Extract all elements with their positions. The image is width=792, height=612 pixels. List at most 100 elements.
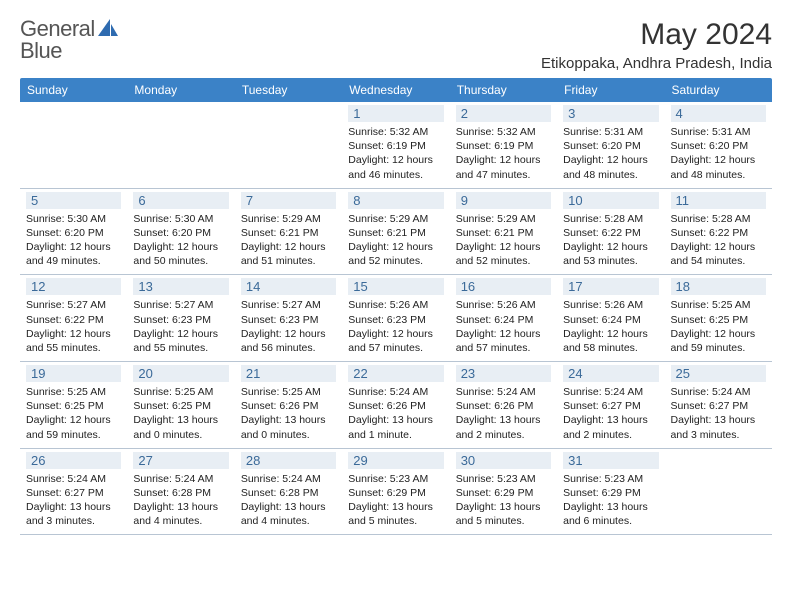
calendar-cell: 20 Sunrise: 5:25 AMSunset: 6:25 PMDayligh… [127, 362, 234, 449]
day-details: Sunrise: 5:30 AMSunset: 6:20 PMDaylight:… [133, 212, 228, 269]
brand-logo: General Blue [20, 18, 119, 62]
day-number: 29 [348, 452, 443, 469]
calendar-row: 1 Sunrise: 5:32 AMSunset: 6:19 PMDaylight… [20, 102, 772, 188]
brand-sail-icon [97, 18, 119, 38]
calendar-cell: 6 Sunrise: 5:30 AMSunset: 6:20 PMDaylight… [127, 188, 234, 275]
day-number: 15 [348, 278, 443, 295]
day-details: Sunrise: 5:24 AMSunset: 6:27 PMDaylight:… [671, 385, 766, 442]
calendar-row: 19 Sunrise: 5:25 AMSunset: 6:25 PMDayligh… [20, 362, 772, 449]
day-details: Sunrise: 5:23 AMSunset: 6:29 PMDaylight:… [348, 472, 443, 529]
col-saturday: Saturday [665, 78, 772, 102]
day-details: Sunrise: 5:24 AMSunset: 6:27 PMDaylight:… [563, 385, 658, 442]
calendar-cell: 19 Sunrise: 5:25 AMSunset: 6:25 PMDayligh… [20, 362, 127, 449]
calendar-cell [235, 102, 342, 188]
day-number: 6 [133, 192, 228, 209]
calendar-cell: 8 Sunrise: 5:29 AMSunset: 6:21 PMDaylight… [342, 188, 449, 275]
day-details: Sunrise: 5:24 AMSunset: 6:27 PMDaylight:… [26, 472, 121, 529]
day-number: 18 [671, 278, 766, 295]
day-details: Sunrise: 5:29 AMSunset: 6:21 PMDaylight:… [348, 212, 443, 269]
day-details: Sunrise: 5:29 AMSunset: 6:21 PMDaylight:… [456, 212, 551, 269]
calendar-cell: 30Sunrise: 5:23 AMSunset: 6:29 PMDayligh… [450, 448, 557, 535]
day-details: Sunrise: 5:27 AMSunset: 6:23 PMDaylight:… [241, 298, 336, 355]
day-details: Sunrise: 5:24 AMSunset: 6:26 PMDaylight:… [456, 385, 551, 442]
day-number: 22 [348, 365, 443, 382]
day-number: 5 [26, 192, 121, 209]
day-details: Sunrise: 5:26 AMSunset: 6:23 PMDaylight:… [348, 298, 443, 355]
calendar-cell [20, 102, 127, 188]
col-monday: Monday [127, 78, 234, 102]
day-number: 1 [348, 105, 443, 122]
calendar-cell: 31Sunrise: 5:23 AMSunset: 6:29 PMDayligh… [557, 448, 664, 535]
calendar-cell: 9 Sunrise: 5:29 AMSunset: 6:21 PMDaylight… [450, 188, 557, 275]
day-details: Sunrise: 5:25 AMSunset: 6:25 PMDaylight:… [26, 385, 121, 442]
day-details: Sunrise: 5:27 AMSunset: 6:22 PMDaylight:… [26, 298, 121, 355]
day-details: Sunrise: 5:30 AMSunset: 6:20 PMDaylight:… [26, 212, 121, 269]
calendar-cell: 27 Sunrise: 5:24 AMSunset: 6:28 PMDayligh… [127, 448, 234, 535]
calendar-cell: 12Sunrise: 5:27 AMSunset: 6:22 PMDayligh… [20, 275, 127, 362]
calendar-cell: 21 Sunrise: 5:25 AMSunset: 6:26 PMDayligh… [235, 362, 342, 449]
col-sunday: Sunday [20, 78, 127, 102]
day-details: Sunrise: 5:25 AMSunset: 6:26 PMDaylight:… [241, 385, 336, 442]
day-details: Sunrise: 5:29 AMSunset: 6:21 PMDaylight:… [241, 212, 336, 269]
calendar-cell: 15 Sunrise: 5:26 AMSunset: 6:23 PMDayligh… [342, 275, 449, 362]
day-details: Sunrise: 5:32 AMSunset: 6:19 PMDaylight:… [456, 125, 551, 182]
calendar-cell: 16 Sunrise: 5:26 AMSunset: 6:24 PMDayligh… [450, 275, 557, 362]
calendar-cell [665, 448, 772, 535]
day-number: 28 [241, 452, 336, 469]
day-details: Sunrise: 5:26 AMSunset: 6:24 PMDaylight:… [563, 298, 658, 355]
day-number: 19 [26, 365, 121, 382]
calendar-body: 1 Sunrise: 5:32 AMSunset: 6:19 PMDaylight… [20, 102, 772, 535]
brand-name-2: Blue [20, 38, 62, 63]
day-details: Sunrise: 5:24 AMSunset: 6:28 PMDaylight:… [133, 472, 228, 529]
col-thursday: Thursday [450, 78, 557, 102]
calendar-row: 5 Sunrise: 5:30 AMSunset: 6:20 PMDaylight… [20, 188, 772, 275]
calendar-cell: 14 Sunrise: 5:27 AMSunset: 6:23 PMDayligh… [235, 275, 342, 362]
day-number: 14 [241, 278, 336, 295]
day-number: 23 [456, 365, 551, 382]
calendar-row: 12Sunrise: 5:27 AMSunset: 6:22 PMDayligh… [20, 275, 772, 362]
calendar-cell: 17 Sunrise: 5:26 AMSunset: 6:24 PMDayligh… [557, 275, 664, 362]
calendar-cell: 7 Sunrise: 5:29 AMSunset: 6:21 PMDaylight… [235, 188, 342, 275]
day-number: 27 [133, 452, 228, 469]
day-number: 24 [563, 365, 658, 382]
calendar-table: Sunday Monday Tuesday Wednesday Thursday… [20, 78, 772, 535]
location-text: Etikoppaka, Andhra Pradesh, India [541, 55, 772, 72]
calendar-cell: 23 Sunrise: 5:24 AMSunset: 6:26 PMDayligh… [450, 362, 557, 449]
day-details: Sunrise: 5:32 AMSunset: 6:19 PMDaylight:… [348, 125, 443, 182]
day-number: 21 [241, 365, 336, 382]
calendar-cell: 26Sunrise: 5:24 AMSunset: 6:27 PMDayligh… [20, 448, 127, 535]
calendar-cell: 3Sunrise: 5:31 AMSunset: 6:20 PMDaylight… [557, 102, 664, 188]
day-details: Sunrise: 5:26 AMSunset: 6:24 PMDaylight:… [456, 298, 551, 355]
calendar-row: 26Sunrise: 5:24 AMSunset: 6:27 PMDayligh… [20, 448, 772, 535]
day-details: Sunrise: 5:24 AMSunset: 6:28 PMDaylight:… [241, 472, 336, 529]
day-details: Sunrise: 5:27 AMSunset: 6:23 PMDaylight:… [133, 298, 228, 355]
day-number: 20 [133, 365, 228, 382]
col-tuesday: Tuesday [235, 78, 342, 102]
day-number: 8 [348, 192, 443, 209]
day-number: 17 [563, 278, 658, 295]
day-number: 13 [133, 278, 228, 295]
calendar-cell: 5 Sunrise: 5:30 AMSunset: 6:20 PMDaylight… [20, 188, 127, 275]
calendar-cell: 29 Sunrise: 5:23 AMSunset: 6:29 PMDayligh… [342, 448, 449, 535]
day-number: 4 [671, 105, 766, 122]
day-details: Sunrise: 5:25 AMSunset: 6:25 PMDaylight:… [671, 298, 766, 355]
calendar-cell: 13 Sunrise: 5:27 AMSunset: 6:23 PMDayligh… [127, 275, 234, 362]
col-friday: Friday [557, 78, 664, 102]
day-header-row: Sunday Monday Tuesday Wednesday Thursday… [20, 78, 772, 102]
day-number: 2 [456, 105, 551, 122]
day-number: 31 [563, 452, 658, 469]
header: General Blue May 2024 Etikoppaka, Andhra… [20, 18, 772, 72]
day-number: 3 [563, 105, 658, 122]
calendar-cell: 24 Sunrise: 5:24 AMSunset: 6:27 PMDayligh… [557, 362, 664, 449]
calendar-cell: 25 Sunrise: 5:24 AMSunset: 6:27 PMDayligh… [665, 362, 772, 449]
calendar-cell: 18 Sunrise: 5:25 AMSunset: 6:25 PMDayligh… [665, 275, 772, 362]
day-number: 9 [456, 192, 551, 209]
calendar-cell: 10Sunrise: 5:28 AMSunset: 6:22 PMDayligh… [557, 188, 664, 275]
day-number: 25 [671, 365, 766, 382]
day-number: 16 [456, 278, 551, 295]
day-details: Sunrise: 5:25 AMSunset: 6:25 PMDaylight:… [133, 385, 228, 442]
day-number: 10 [563, 192, 658, 209]
day-number: 11 [671, 192, 766, 209]
day-number: 7 [241, 192, 336, 209]
day-details: Sunrise: 5:24 AMSunset: 6:26 PMDaylight:… [348, 385, 443, 442]
